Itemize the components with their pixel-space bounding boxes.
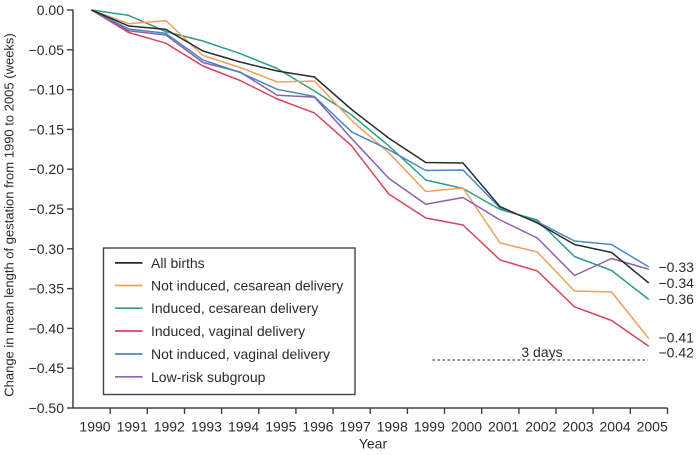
svg-text:−0.30: −0.30 bbox=[29, 241, 65, 257]
svg-text:−0.45: −0.45 bbox=[29, 360, 65, 376]
svg-text:1997: 1997 bbox=[340, 419, 371, 435]
svg-text:−0.35: −0.35 bbox=[29, 281, 65, 297]
svg-text:−0.41: −0.41 bbox=[659, 330, 695, 346]
svg-text:Year: Year bbox=[359, 436, 388, 452]
svg-text:Induced, vaginal delivery: Induced, vaginal delivery bbox=[151, 323, 305, 339]
svg-text:−0.50: −0.50 bbox=[29, 400, 65, 416]
svg-text:−0.42: −0.42 bbox=[659, 344, 695, 360]
svg-text:−0.40: −0.40 bbox=[29, 320, 65, 336]
svg-text:2003: 2003 bbox=[562, 419, 593, 435]
svg-text:−0.25: −0.25 bbox=[29, 201, 65, 217]
svg-text:2001: 2001 bbox=[488, 419, 519, 435]
svg-text:3 days: 3 days bbox=[521, 344, 562, 360]
svg-text:1992: 1992 bbox=[154, 419, 185, 435]
svg-text:−0.33: −0.33 bbox=[659, 259, 695, 275]
svg-text:1995: 1995 bbox=[265, 419, 296, 435]
svg-text:1991: 1991 bbox=[117, 419, 148, 435]
svg-text:−0.10: −0.10 bbox=[29, 82, 65, 98]
svg-text:−0.34: −0.34 bbox=[659, 275, 695, 291]
svg-text:Low-risk subgroup: Low-risk subgroup bbox=[151, 369, 266, 385]
svg-text:2004: 2004 bbox=[600, 419, 631, 435]
svg-text:−0.20: −0.20 bbox=[29, 161, 65, 177]
svg-text:Not induced, cesarean delivery: Not induced, cesarean delivery bbox=[151, 278, 343, 294]
svg-text:Change in mean length of gesta: Change in mean length of gestation from … bbox=[2, 33, 17, 397]
svg-text:2000: 2000 bbox=[451, 419, 482, 435]
svg-text:All births: All births bbox=[151, 255, 205, 271]
svg-text:1993: 1993 bbox=[191, 419, 222, 435]
svg-text:1994: 1994 bbox=[228, 419, 259, 435]
svg-text:1996: 1996 bbox=[302, 419, 333, 435]
svg-text:−0.36: −0.36 bbox=[659, 291, 695, 307]
svg-text:1998: 1998 bbox=[377, 419, 408, 435]
svg-text:1990: 1990 bbox=[79, 419, 110, 435]
svg-text:2005: 2005 bbox=[637, 419, 668, 435]
svg-text:−0.15: −0.15 bbox=[29, 121, 65, 137]
svg-text:−0.05: −0.05 bbox=[29, 42, 65, 58]
svg-text:1999: 1999 bbox=[414, 419, 445, 435]
svg-text:Induced, cesarean delivery: Induced, cesarean delivery bbox=[151, 300, 318, 316]
svg-text:Not induced, vaginal delivery: Not induced, vaginal delivery bbox=[151, 346, 330, 362]
svg-text:2002: 2002 bbox=[525, 419, 556, 435]
svg-text:0.00: 0.00 bbox=[37, 2, 64, 18]
